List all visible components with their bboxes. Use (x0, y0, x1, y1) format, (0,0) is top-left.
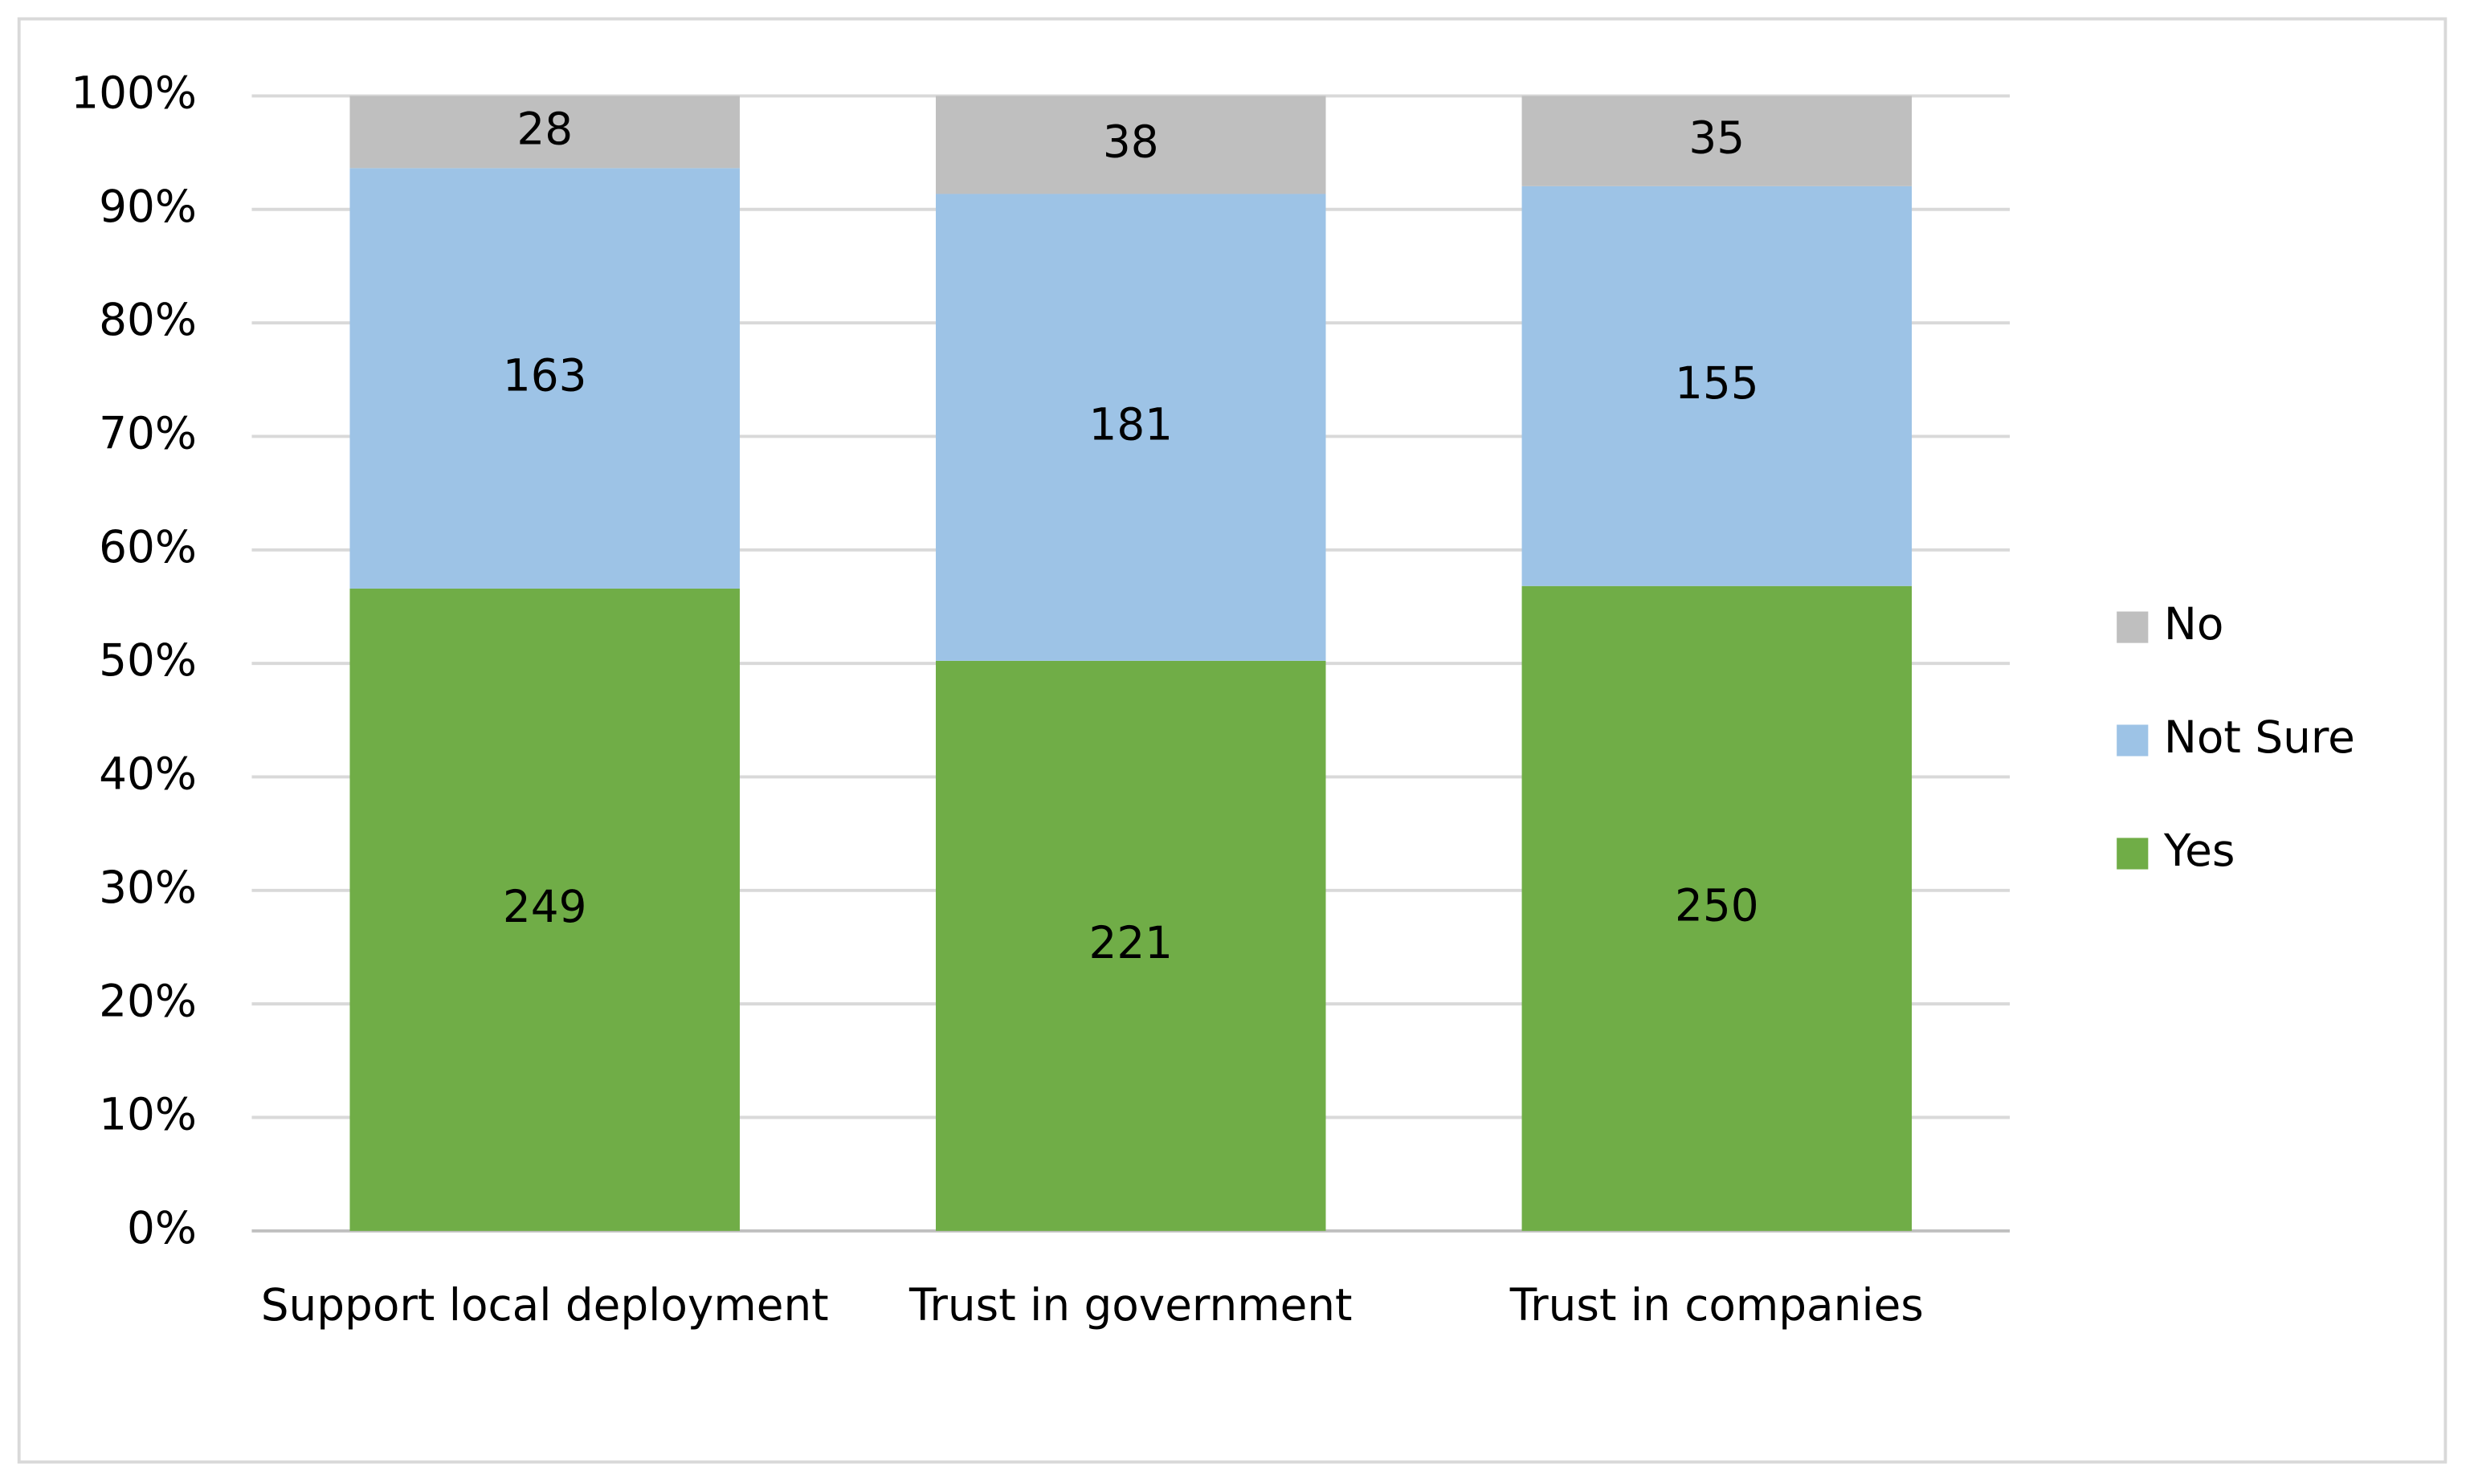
y-tick-label: 20% (99, 975, 197, 1026)
y-tick-label: 90% (99, 181, 197, 232)
x-tick-label: Trust in companies (1509, 1279, 1924, 1331)
bar-segment (1521, 96, 1913, 186)
legend-swatch (2117, 724, 2149, 756)
bar-segment (936, 96, 1326, 194)
legend-label: Not Sure (2164, 711, 2355, 763)
bar-segment (349, 588, 740, 1231)
y-tick-label: 40% (99, 748, 197, 800)
data-label: 35 (1688, 112, 1745, 164)
data-label: 249 (503, 881, 587, 932)
data-label: 250 (1675, 879, 1759, 931)
bar-segment (349, 96, 740, 169)
bar-segment (1521, 186, 1913, 586)
y-tick-label: 50% (99, 634, 197, 686)
bar-segment (936, 660, 1326, 1231)
legend-label: Yes (2163, 825, 2235, 876)
y-tick-label: 80% (99, 294, 197, 345)
data-label: 163 (503, 349, 587, 401)
data-label: 155 (1675, 357, 1759, 409)
data-label: 181 (1088, 398, 1173, 450)
x-tick-label: Trust in government (908, 1279, 1353, 1331)
y-tick-label: 70% (99, 408, 197, 459)
y-tick-label: 0% (127, 1202, 197, 1254)
x-tick-label: Support local deployment (261, 1279, 829, 1331)
bar-segment (1521, 585, 1913, 1231)
legend-swatch (2117, 838, 2149, 870)
y-tick-label: 10% (99, 1089, 197, 1140)
bar-segment (349, 168, 740, 589)
y-tick-label: 30% (99, 862, 197, 913)
data-label: 28 (516, 104, 573, 155)
bar-segment (936, 194, 1326, 661)
y-tick-label: 100% (71, 67, 197, 119)
data-label: 38 (1103, 116, 1159, 168)
legend-label: No (2164, 598, 2224, 650)
data-label: 221 (1088, 917, 1173, 968)
y-tick-label: 60% (99, 521, 197, 573)
legend-swatch (2117, 611, 2149, 643)
